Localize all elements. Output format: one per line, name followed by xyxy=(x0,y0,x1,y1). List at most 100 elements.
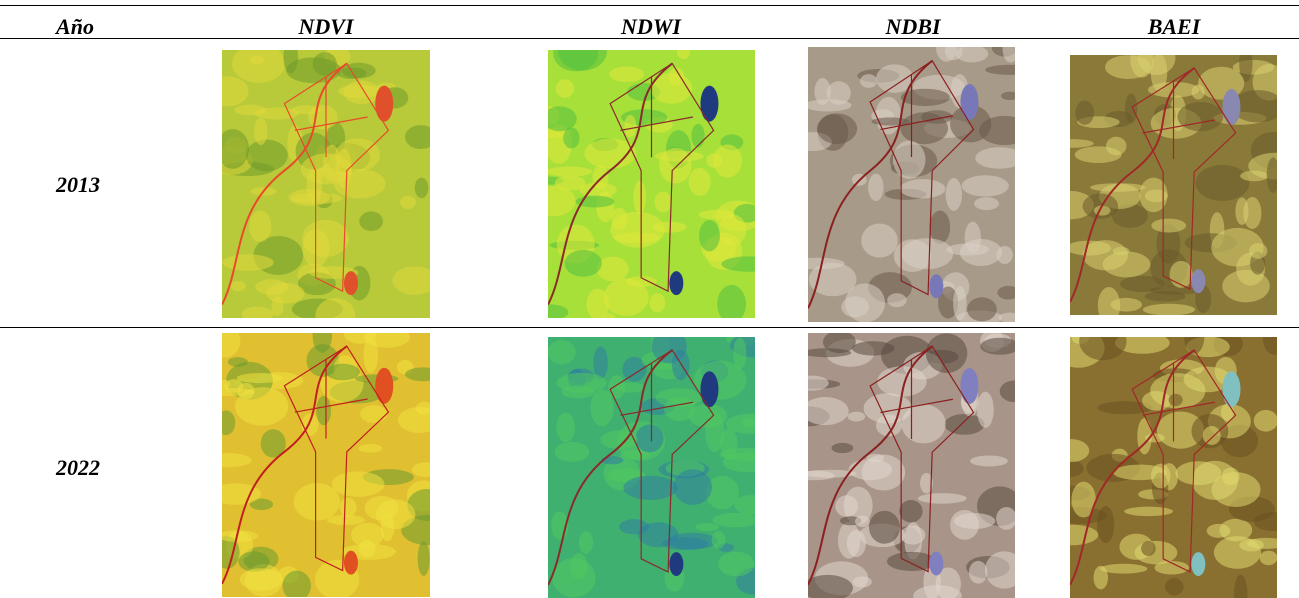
map-texture xyxy=(254,118,267,145)
map-texture xyxy=(415,178,429,198)
map-image xyxy=(222,333,430,597)
map-texture xyxy=(861,223,898,257)
map-texture xyxy=(1075,146,1122,163)
map-texture xyxy=(901,238,953,269)
page: Año NDVI NDWI NDBI BAEI 2013 2022 xyxy=(0,0,1299,598)
map-feature xyxy=(1191,269,1205,293)
map-image xyxy=(1070,55,1277,315)
map-texture xyxy=(835,495,858,517)
map-texture xyxy=(230,281,246,291)
map-texture xyxy=(1151,464,1171,489)
map-texture xyxy=(359,212,383,232)
header-cell: BAEI xyxy=(1148,14,1201,40)
map-texture xyxy=(326,364,360,381)
map-feature xyxy=(700,86,718,122)
map-texture xyxy=(1124,507,1173,516)
map-feature xyxy=(1191,552,1205,576)
top-rule xyxy=(0,5,1299,6)
map-texture xyxy=(1260,551,1277,565)
map-texture xyxy=(557,373,607,393)
map-texture xyxy=(246,140,288,172)
map-feature xyxy=(669,271,683,295)
header-rule xyxy=(0,38,1299,39)
map-texture xyxy=(831,443,853,453)
map-texture xyxy=(548,166,592,176)
map-texture xyxy=(691,124,704,148)
map-texture xyxy=(900,179,946,198)
map-feature xyxy=(960,368,978,404)
map-texture xyxy=(1075,101,1094,125)
map-texture xyxy=(969,561,987,584)
map-texture xyxy=(1142,391,1171,411)
map-texture xyxy=(654,192,671,212)
map-texture xyxy=(900,526,925,545)
map-texture xyxy=(970,455,1008,466)
map-texture xyxy=(947,243,989,255)
map-texture xyxy=(556,79,574,98)
header-cell: NDWI xyxy=(621,14,681,40)
map-texture xyxy=(294,483,340,520)
map-texture xyxy=(838,522,860,559)
map-texture xyxy=(997,246,1013,264)
map-texture xyxy=(977,392,994,428)
map-texture xyxy=(1135,541,1178,565)
map-texture xyxy=(1143,304,1195,315)
map-texture xyxy=(338,85,380,98)
map-image xyxy=(808,333,1015,598)
map-texture xyxy=(655,151,704,162)
map-texture xyxy=(266,283,304,304)
map-texture xyxy=(860,74,877,88)
map-texture xyxy=(712,531,726,549)
map-texture xyxy=(689,168,711,196)
map-texture xyxy=(623,476,677,500)
map-texture xyxy=(609,66,644,82)
row-rule xyxy=(0,327,1299,328)
map-texture xyxy=(1165,578,1184,595)
map-texture xyxy=(673,469,711,505)
map-texture xyxy=(855,516,870,528)
map-texture xyxy=(718,552,754,577)
map-texture xyxy=(887,293,906,307)
map-texture xyxy=(237,373,283,383)
map-texture xyxy=(1240,171,1268,182)
map-image xyxy=(1070,337,1277,598)
map-texture xyxy=(360,405,387,423)
year-cell: 2022 xyxy=(56,455,100,481)
map-texture xyxy=(893,141,926,179)
map-texture xyxy=(946,178,962,211)
map-texture xyxy=(852,341,894,355)
map-texture xyxy=(565,250,602,277)
map-texture xyxy=(1254,410,1277,432)
map-image xyxy=(548,337,755,598)
map-texture xyxy=(967,297,997,321)
map-image xyxy=(222,50,430,318)
header-cell: Año xyxy=(56,14,94,40)
map-texture xyxy=(962,175,1009,196)
map-feature xyxy=(1222,371,1240,407)
map-feature xyxy=(700,371,718,407)
map-texture xyxy=(302,220,349,257)
map-texture xyxy=(556,413,575,442)
map-feature xyxy=(1222,89,1240,125)
map-texture xyxy=(1195,165,1249,201)
map-texture xyxy=(614,232,660,243)
map-texture xyxy=(1120,276,1165,292)
map-texture xyxy=(713,144,742,177)
map-texture xyxy=(1125,94,1137,124)
map-texture xyxy=(868,174,883,201)
year-cell: 2013 xyxy=(56,172,100,198)
header-cell: NDBI xyxy=(885,14,940,40)
map-texture xyxy=(1212,472,1261,507)
map-texture xyxy=(953,286,966,321)
map-texture xyxy=(359,540,376,558)
map-texture xyxy=(340,498,357,517)
map-texture xyxy=(719,214,747,246)
map-texture xyxy=(291,193,343,204)
map-texture xyxy=(359,444,383,453)
map-texture xyxy=(1243,197,1261,229)
map-texture xyxy=(364,337,379,373)
map-texture xyxy=(1207,524,1231,538)
map-feature xyxy=(669,552,683,576)
map-texture xyxy=(1097,506,1114,543)
map-texture xyxy=(918,493,967,504)
